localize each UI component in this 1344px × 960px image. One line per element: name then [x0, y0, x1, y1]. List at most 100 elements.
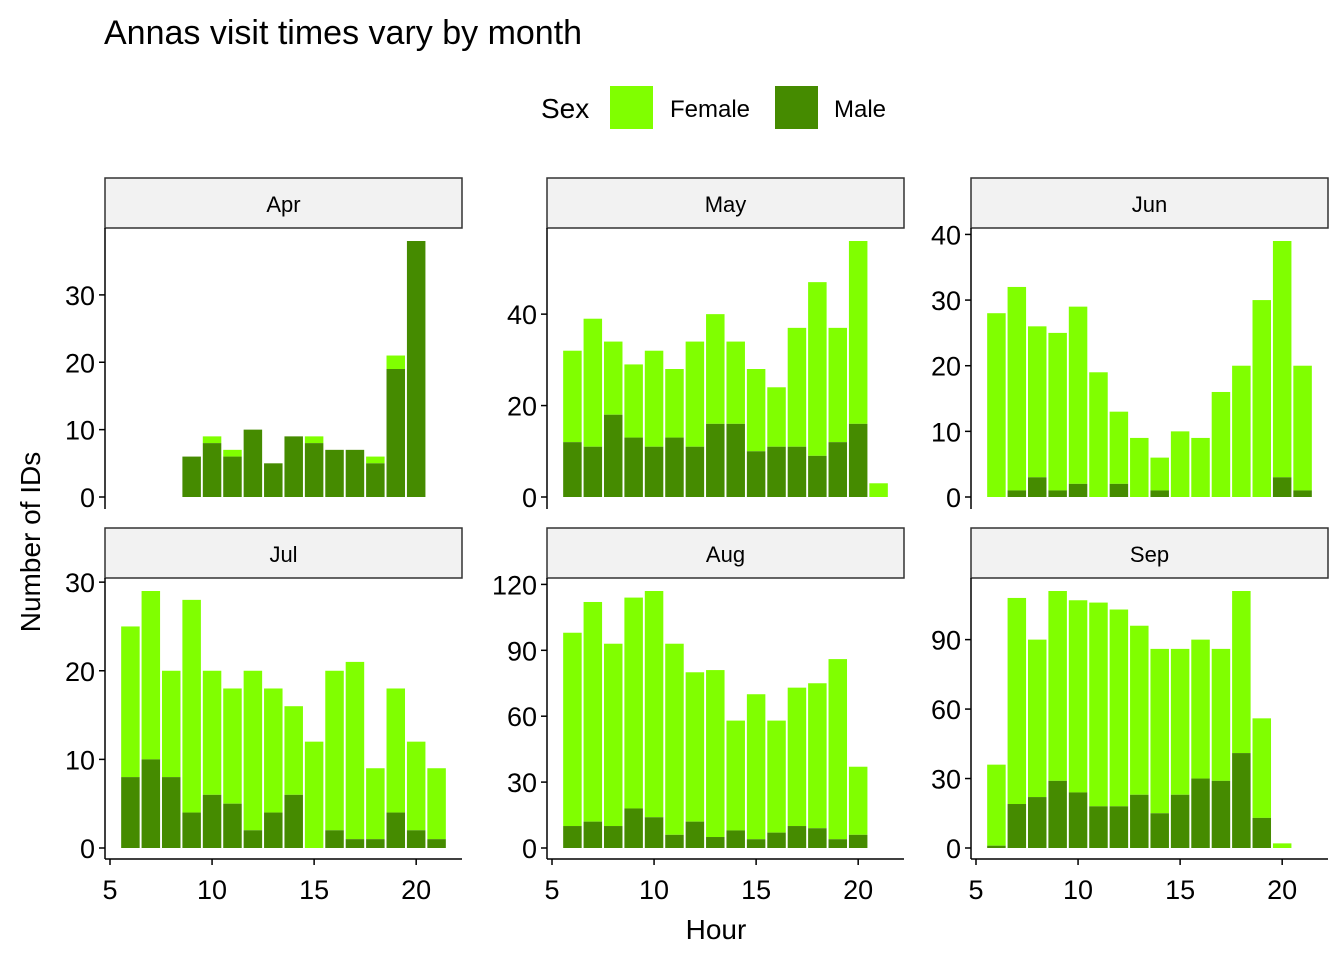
bar-male-h18	[366, 463, 385, 497]
bar-female-h9	[1048, 332, 1067, 491]
bar-female-h16	[767, 387, 786, 447]
y-tick-label: 40	[931, 220, 961, 250]
x-tick-label: 20	[401, 875, 431, 905]
bar-female-h16	[767, 720, 786, 833]
x-tick-label: 15	[1165, 875, 1195, 905]
bar-female-h18	[1232, 365, 1251, 497]
bar-male-h20	[406, 830, 426, 848]
panel-may: May 0 20 40	[507, 177, 905, 513]
bar-male-h15	[304, 443, 324, 497]
facet-strip-label: Sep	[1130, 542, 1169, 567]
bar-female-h17	[1211, 391, 1231, 497]
legend-swatch-male	[775, 86, 818, 129]
bar-male-h14	[284, 794, 303, 848]
bar-female-h13	[706, 314, 725, 424]
x-tick-label: 15	[741, 875, 771, 905]
y-tick-label: 120	[492, 570, 537, 600]
bar-female-h10	[644, 350, 664, 447]
bar-male-h10	[202, 794, 222, 848]
bar-female-h11	[665, 369, 684, 438]
facet-strip-label: Jun	[1132, 192, 1167, 217]
x-tick-label: 15	[299, 875, 329, 905]
bar-male-h10	[202, 443, 222, 497]
bar-female-h9	[1048, 591, 1067, 781]
bar-female-h16	[1191, 639, 1210, 779]
bar-male-h6	[121, 777, 140, 848]
bar-male-h19	[386, 369, 406, 497]
bar-male-h16	[767, 446, 786, 497]
bar-male-h6	[987, 845, 1006, 848]
bar-female-h14	[726, 720, 745, 831]
bar-male-h9	[624, 437, 643, 497]
bar-male-h20	[406, 241, 426, 497]
bar-female-h15	[746, 369, 766, 452]
bar-female-h8	[1027, 639, 1047, 798]
legend-swatch-female	[610, 86, 653, 129]
bar-female-h12	[685, 672, 705, 822]
bar-female-h21	[1293, 365, 1312, 491]
bar-male-h21	[1293, 490, 1312, 497]
bar-female-h19	[828, 327, 848, 443]
bar-female-h6	[563, 350, 582, 443]
chart-title: Annas visit times vary by month	[104, 14, 582, 52]
bar-female-h13	[1130, 437, 1149, 497]
bar-female-h21	[869, 483, 888, 497]
bar-female-h12	[243, 670, 263, 831]
bar-female-h11	[1089, 602, 1108, 807]
y-tick-label: 30	[507, 768, 537, 798]
bar-female-h11	[223, 688, 242, 804]
bar-female-h6	[121, 626, 140, 778]
bar-female-h18	[366, 768, 385, 840]
y-tick-label: 10	[931, 417, 961, 447]
y-tick-label: 30	[65, 281, 95, 311]
panel-aug: Aug 0 30 60 90 120 5 10 15 20	[492, 527, 905, 905]
x-axis-title: Hour	[686, 914, 747, 945]
bar-female-h7	[1007, 597, 1027, 805]
bar-male-h15	[746, 839, 766, 848]
bar-male-h10	[644, 817, 664, 848]
bar-female-h15	[1170, 431, 1190, 497]
bar-female-h18	[366, 456, 385, 464]
facet-strip-label: Jul	[269, 542, 297, 567]
x-tick-label: 10	[197, 875, 227, 905]
bar-male-h12	[243, 830, 263, 848]
bar-male-h11	[1089, 806, 1108, 848]
bar-male-h12	[1109, 483, 1129, 497]
bar-male-h12	[243, 429, 263, 497]
bar-female-h15	[304, 436, 324, 444]
y-tick-label: 40	[507, 300, 537, 330]
bar-male-h9	[1048, 490, 1067, 497]
bar-female-h18	[1232, 591, 1251, 754]
bar-female-h17	[787, 327, 807, 447]
bar-female-h20	[406, 741, 426, 831]
bar-male-h10	[1068, 483, 1088, 497]
bar-female-h14	[1150, 648, 1169, 814]
bar-female-h8	[603, 341, 623, 415]
bar-female-h13	[706, 670, 725, 838]
bar-female-h21	[427, 768, 446, 840]
bar-male-h12	[1109, 806, 1129, 848]
bar-female-h15	[304, 741, 324, 848]
bar-male-h17	[787, 446, 807, 497]
bar-male-h17	[345, 449, 365, 497]
bar-female-h7	[1007, 286, 1027, 491]
x-tick-label: 5	[968, 875, 983, 905]
bar-female-h9	[624, 597, 643, 809]
bar-male-h8	[1027, 797, 1047, 848]
bar-male-h14	[726, 423, 745, 497]
x-tick-label: 10	[639, 875, 669, 905]
bar-female-h18	[808, 683, 827, 829]
bar-male-h11	[223, 456, 242, 497]
legend-label-male: Male	[834, 96, 886, 123]
bar-male-h12	[685, 821, 705, 848]
bar-male-h7	[583, 446, 603, 497]
legend-label-female: Female	[670, 96, 750, 123]
bar-female-h7	[583, 601, 603, 822]
bar-male-h9	[182, 456, 201, 497]
bar-female-h6	[563, 632, 582, 827]
bar-male-h7	[583, 821, 603, 848]
bar-male-h8	[603, 414, 623, 497]
bar-male-h13	[1130, 794, 1149, 848]
facet-strip	[546, 177, 905, 229]
y-tick-label: 30	[931, 765, 961, 795]
